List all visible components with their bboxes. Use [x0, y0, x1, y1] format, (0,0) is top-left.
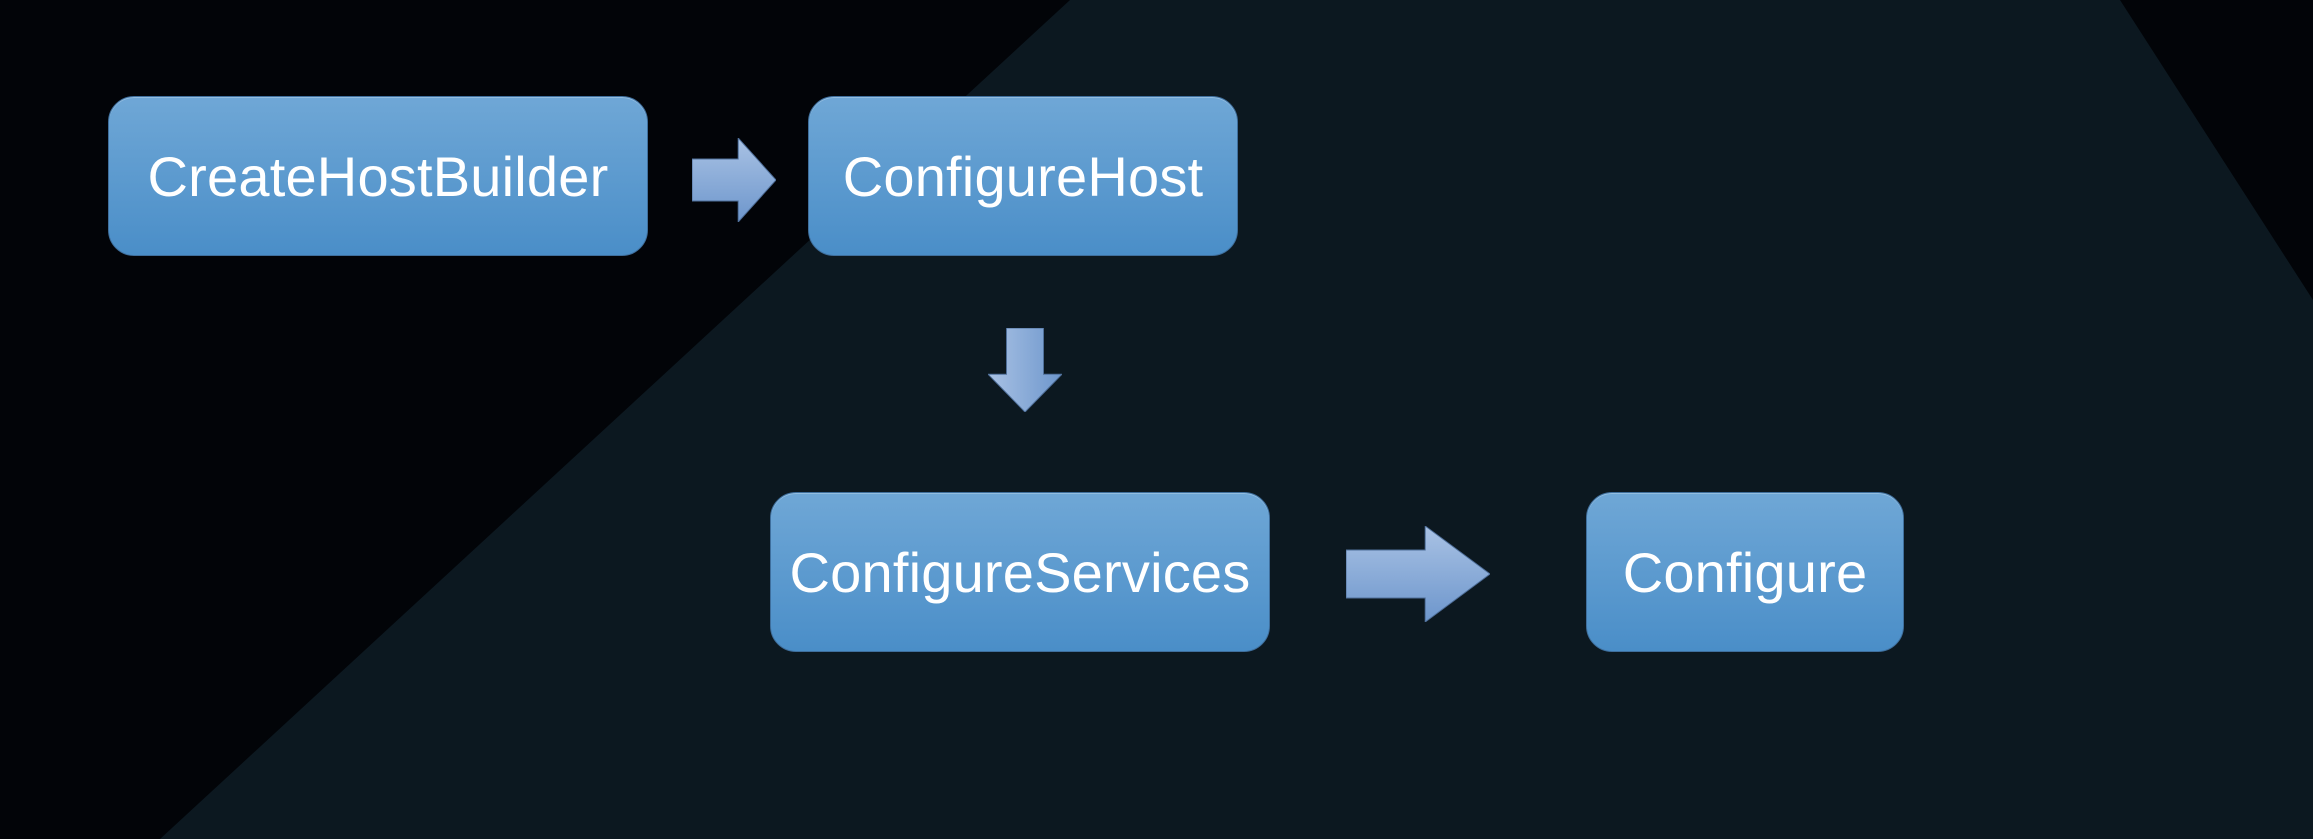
- node-label: ConfigureServices: [790, 540, 1251, 605]
- arrow-right-icon: [692, 138, 776, 222]
- node-configure-host: ConfigureHost: [808, 96, 1238, 256]
- node-label: Configure: [1623, 540, 1868, 605]
- arrow-right-icon: [1346, 526, 1490, 622]
- node-configure: Configure: [1586, 492, 1904, 652]
- node-label: ConfigureHost: [843, 144, 1204, 209]
- diagram-stage: CreateHostBuilder ConfigureHost Configur…: [0, 0, 2313, 839]
- node-label: CreateHostBuilder: [148, 144, 609, 209]
- arrow-down-icon: [988, 328, 1062, 412]
- node-configure-services: ConfigureServices: [770, 492, 1270, 652]
- node-create-host-builder: CreateHostBuilder: [108, 96, 648, 256]
